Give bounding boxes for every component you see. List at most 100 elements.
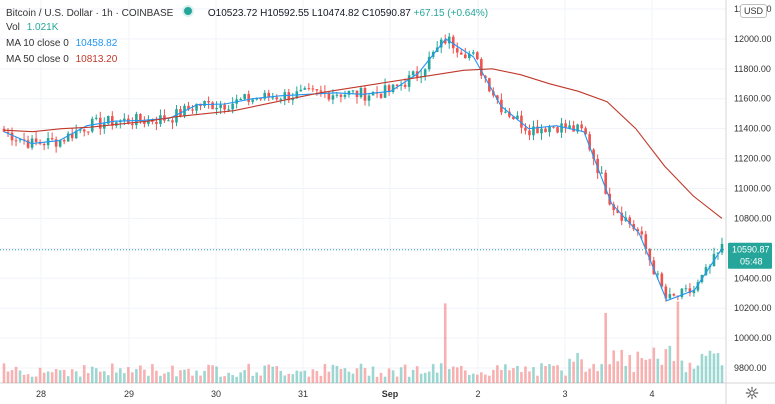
volume-bar [14,366,18,383]
candle-body [447,36,451,44]
candle-body [275,97,279,100]
volume-bar [668,345,672,383]
symbol-name[interactable]: Bitcoin / U.S. Dollar [6,8,93,19]
candle-body [339,94,343,97]
volume-bar [680,360,684,383]
volume-bar [259,375,263,383]
volume-bar [560,370,563,383]
volume-bar [632,372,636,383]
volume-bar [147,375,150,383]
volume-bar [82,365,86,383]
volume-bar [111,363,114,383]
candle-body [135,114,138,126]
volume-bar [656,358,660,383]
candle-body [187,105,190,110]
candle-body [552,126,555,128]
volume-value: 1.021K [26,22,59,33]
volume-bar [98,371,102,383]
volume-bar [508,370,511,383]
volume-bar [572,361,575,383]
volume-bar [504,364,507,383]
volume-bar [584,371,587,383]
candle-body [423,69,427,77]
y-tick-label: 10200.00 [734,303,772,313]
candle-body [219,104,222,108]
volume-bar [159,375,162,383]
candle-body [291,98,295,101]
candle-body [303,88,307,90]
volume-bar [343,368,347,383]
candle-body [544,128,547,133]
volume-legend[interactable]: Vol 1.021K [6,22,58,33]
chart-legend-header: Bitcoin / U.S. Dollar · 1h · COINBASE O1… [6,5,488,19]
volume-bar [520,372,523,383]
volume-bar [367,375,371,383]
volume-bar [484,374,487,383]
y-tick-label: 11400.00 [734,124,771,134]
volume-bar [78,376,82,383]
volume-bar [263,365,267,383]
candle-body [672,294,676,296]
candle-body [6,131,10,133]
volume-bar [608,364,611,383]
volume-bar [86,373,90,383]
currency-button[interactable]: USD [739,4,767,18]
candle-body [472,52,475,54]
volume-bar [10,369,14,383]
gear-icon[interactable] [745,386,759,400]
candle-body [175,109,178,123]
candle-body [239,99,242,101]
candle-body [271,97,275,99]
volume-bar [435,372,439,383]
candle-body [263,92,267,99]
volume-bar [123,373,126,383]
volume-bar [215,366,218,383]
candle-body [307,88,311,90]
candle-body [335,94,339,96]
interval-label[interactable]: 1h [101,8,113,19]
ma10-label: MA 10 close 0 [6,38,69,49]
volume-bar [688,362,692,383]
y-tick-label: 10400.00 [734,273,772,283]
volume-bar [431,364,435,383]
volume-bar [119,368,122,383]
candle-body [620,212,624,221]
candle-body [632,224,636,230]
ma50-label: MA 50 close 0 [6,54,69,65]
candle-body [592,149,595,159]
ma50-value: 10813.20 [75,54,118,65]
candle-body [227,109,230,111]
volume-bar [612,350,615,383]
candle-body [524,127,527,131]
volume-bar [351,373,355,383]
ma50-legend[interactable]: MA 50 close 0 10813.20 [6,54,117,65]
candle-body [568,125,571,129]
candle-body [660,273,664,287]
volume-bar [604,312,607,383]
volume-bar [712,353,716,383]
volume-bar [455,367,459,383]
ma10-legend[interactable]: MA 10 close 0 10458.82 [6,38,117,49]
volume-bar [415,366,419,383]
candle-body [716,252,720,254]
candle-body [648,249,652,261]
volume-bar [556,365,559,383]
x-tick-label: 29 [124,389,134,399]
ma10-line [3,38,723,302]
candle-body [267,92,271,98]
candle-body [504,111,507,113]
volume-bar [399,367,403,383]
volume-bar [644,359,648,383]
volume-bar [387,368,391,383]
candle-body [66,133,70,142]
volume-bar [708,350,712,383]
volume-bar [355,368,359,383]
x-tick-label: 31 [298,389,308,399]
candle-body [319,90,323,92]
volume-bar [540,363,543,383]
candle-body [407,75,411,87]
candle-body [532,126,535,136]
candle-body [34,138,38,142]
volume-bar [588,368,591,383]
